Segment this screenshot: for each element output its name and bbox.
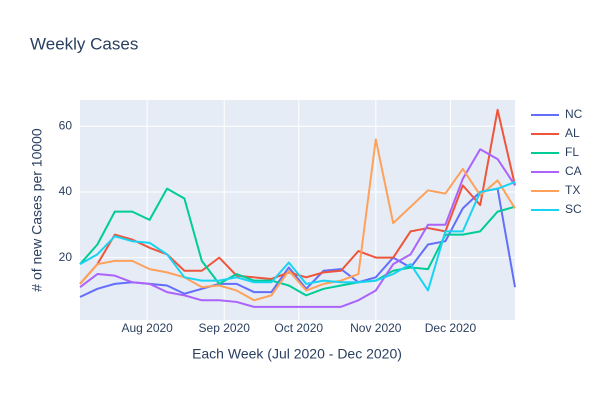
series-line	[79, 148, 516, 308]
legend-label: AL	[565, 126, 580, 140]
x-tick-label: Nov 2020	[350, 321, 402, 335]
series-line	[79, 108, 516, 285]
x-tick-label: Oct 2020	[274, 321, 323, 335]
legend-label: SC	[565, 202, 582, 216]
y-tick-label: 20	[59, 250, 73, 264]
x-axis-title: Each Week (Jul 2020 - Dec 2020)	[192, 346, 402, 362]
y-axis-title: # of new Cases per 10000	[29, 128, 45, 292]
series-line	[79, 181, 516, 292]
series-line	[79, 138, 516, 302]
x-tick-label: Aug 2020	[121, 321, 173, 335]
y-tick-label: 40	[59, 184, 73, 198]
legend-label: TX	[565, 183, 580, 197]
legend-label: NC	[565, 107, 583, 121]
legend-label: CA	[565, 164, 582, 178]
x-tick-label: Dec 2020	[425, 321, 477, 335]
x-tick-label: Sep 2020	[199, 321, 251, 335]
chart-title: Weekly Cases	[30, 34, 138, 53]
plot-area	[80, 100, 515, 320]
legend-label: FL	[565, 145, 579, 159]
y-tick-label: 60	[59, 118, 73, 132]
